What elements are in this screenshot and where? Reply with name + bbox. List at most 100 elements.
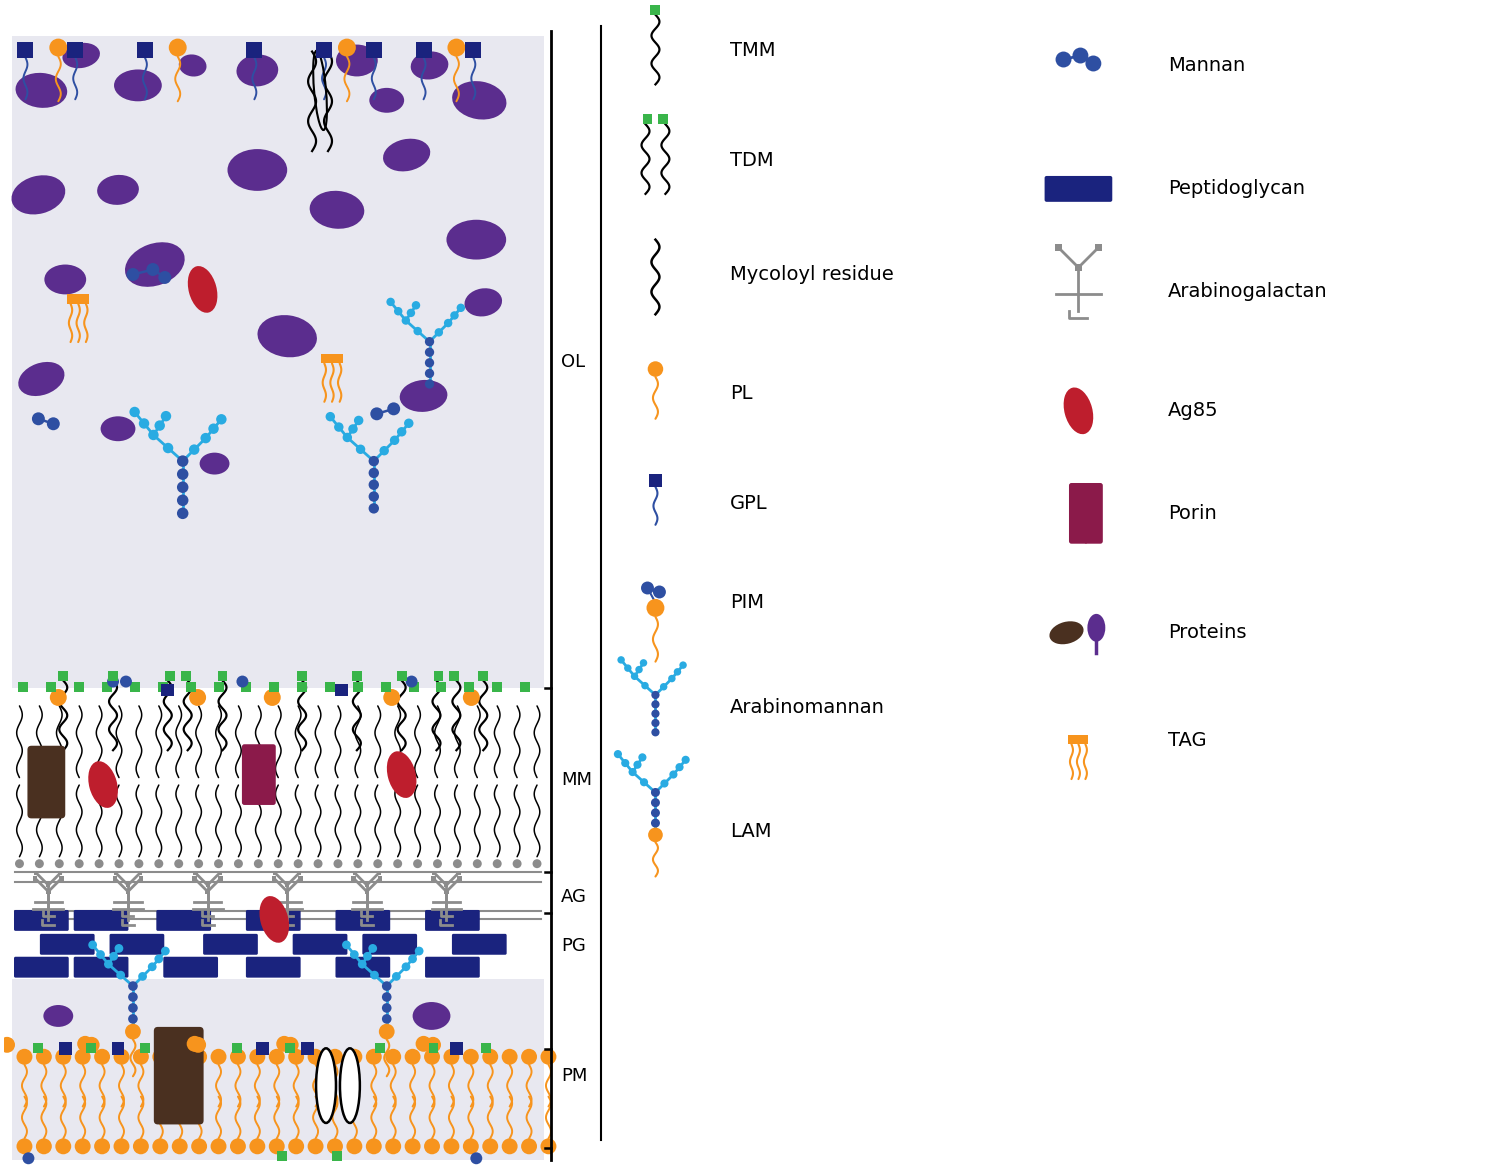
Bar (140, 876, 144, 881)
Bar (351, 876, 355, 881)
Circle shape (268, 1138, 285, 1154)
Circle shape (276, 1036, 292, 1052)
Circle shape (190, 1049, 207, 1065)
Circle shape (194, 859, 202, 868)
Bar (1076, 264, 1082, 271)
Circle shape (159, 271, 171, 284)
Circle shape (22, 1152, 34, 1165)
Bar (364, 883, 369, 887)
Circle shape (405, 676, 417, 687)
Circle shape (416, 947, 423, 955)
Circle shape (369, 491, 380, 502)
Circle shape (210, 1049, 226, 1065)
Bar (270, 682, 279, 692)
Bar (217, 872, 222, 875)
Bar (1068, 735, 1089, 744)
FancyBboxPatch shape (424, 957, 480, 977)
Circle shape (75, 859, 84, 868)
Circle shape (424, 379, 433, 388)
Circle shape (435, 328, 442, 337)
Circle shape (128, 992, 138, 1002)
Text: GPL: GPL (730, 494, 768, 513)
Text: Arabinomannan: Arabinomannan (730, 698, 885, 717)
Bar (58, 876, 63, 881)
Circle shape (483, 1049, 498, 1065)
Circle shape (393, 859, 402, 868)
Circle shape (50, 689, 68, 706)
Circle shape (254, 859, 262, 868)
Circle shape (76, 1036, 93, 1052)
Bar (366, 41, 382, 57)
Circle shape (382, 982, 392, 991)
Circle shape (177, 468, 189, 480)
Bar (68, 294, 88, 304)
Bar (408, 682, 419, 692)
Circle shape (16, 1049, 33, 1065)
Circle shape (648, 361, 663, 377)
Bar (450, 1042, 464, 1055)
Circle shape (681, 755, 690, 764)
Bar (381, 682, 390, 692)
Bar (321, 353, 344, 364)
FancyBboxPatch shape (336, 957, 390, 977)
Circle shape (334, 422, 344, 432)
FancyBboxPatch shape (242, 744, 261, 805)
Circle shape (110, 952, 118, 961)
FancyBboxPatch shape (424, 910, 480, 931)
Text: MM: MM (561, 771, 592, 788)
Ellipse shape (228, 149, 286, 191)
Circle shape (154, 859, 164, 868)
Circle shape (532, 859, 542, 868)
Ellipse shape (188, 266, 218, 313)
Circle shape (129, 407, 140, 418)
Bar (375, 1043, 384, 1053)
Circle shape (651, 798, 660, 807)
Bar (114, 872, 118, 875)
Circle shape (147, 263, 159, 276)
Circle shape (424, 368, 433, 378)
Bar (165, 671, 174, 680)
Circle shape (237, 676, 249, 687)
Text: Proteins: Proteins (1168, 623, 1246, 643)
Bar (112, 876, 117, 881)
Bar (492, 682, 502, 692)
Circle shape (94, 859, 104, 868)
Circle shape (646, 599, 664, 617)
Circle shape (216, 414, 226, 425)
Bar (158, 682, 168, 692)
Ellipse shape (98, 175, 140, 205)
Bar (111, 1042, 125, 1055)
Bar (86, 1043, 96, 1053)
Bar (256, 1042, 268, 1055)
Bar (126, 889, 130, 894)
Circle shape (190, 1037, 206, 1053)
Circle shape (342, 433, 352, 442)
Bar (297, 682, 307, 692)
FancyBboxPatch shape (27, 746, 66, 819)
Circle shape (408, 955, 417, 963)
Bar (108, 671, 118, 680)
Circle shape (614, 750, 622, 758)
FancyBboxPatch shape (74, 957, 129, 977)
Circle shape (210, 1138, 226, 1154)
Circle shape (36, 1138, 52, 1154)
Circle shape (148, 429, 159, 440)
Circle shape (114, 1049, 129, 1065)
Ellipse shape (200, 453, 230, 475)
Circle shape (177, 508, 189, 520)
Bar (1095, 244, 1101, 251)
FancyBboxPatch shape (292, 934, 348, 955)
Circle shape (651, 808, 660, 818)
Bar (465, 41, 482, 57)
Circle shape (669, 771, 678, 779)
Circle shape (128, 1003, 138, 1012)
Circle shape (314, 859, 322, 868)
Circle shape (621, 759, 630, 767)
Circle shape (370, 971, 380, 979)
FancyBboxPatch shape (246, 910, 300, 931)
Circle shape (114, 859, 123, 868)
Circle shape (230, 1049, 246, 1065)
Bar (482, 1043, 490, 1053)
Circle shape (154, 955, 164, 963)
Bar (450, 671, 459, 680)
